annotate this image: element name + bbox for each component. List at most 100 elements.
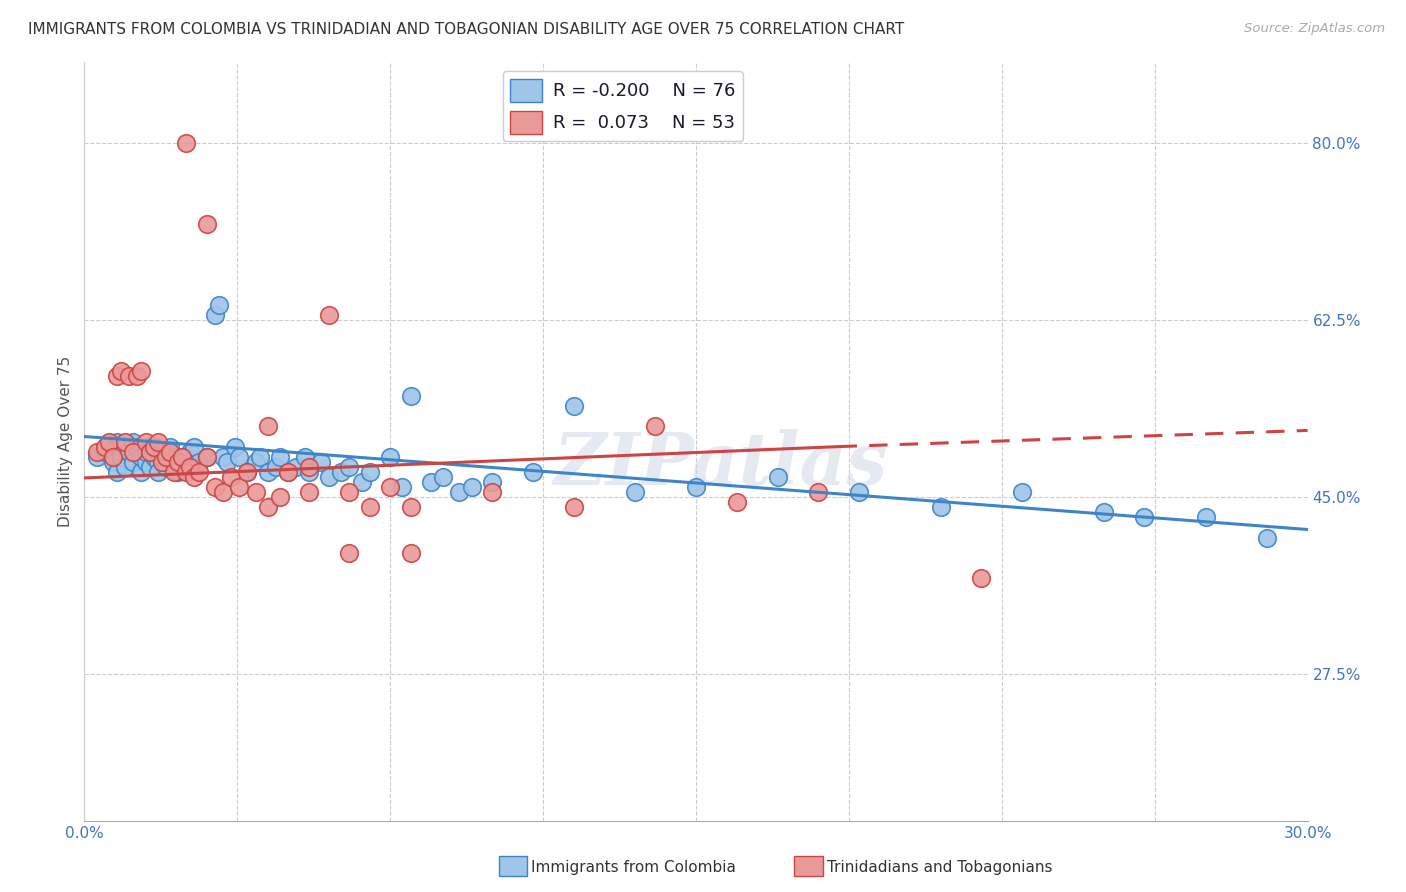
Point — [929, 500, 952, 515]
Point — [228, 480, 250, 494]
Point — [245, 485, 267, 500]
Text: Source: ZipAtlas.com: Source: ZipAtlas.com — [1244, 22, 1385, 36]
Point — [122, 434, 145, 449]
Point — [195, 450, 218, 464]
Point — [298, 459, 321, 474]
Point — [522, 465, 544, 479]
Point — [391, 480, 413, 494]
Point — [101, 455, 124, 469]
Point — [624, 485, 647, 500]
Point — [167, 455, 190, 469]
Point — [432, 470, 454, 484]
Point — [183, 470, 205, 484]
Point — [131, 465, 153, 479]
Point — [1011, 485, 1033, 500]
Point — [150, 455, 173, 469]
Point — [298, 465, 321, 479]
Point — [135, 444, 157, 458]
Point — [228, 450, 250, 464]
Point — [110, 450, 132, 464]
Point — [118, 368, 141, 383]
Point — [179, 444, 201, 458]
Point — [146, 465, 169, 479]
Point — [138, 459, 160, 474]
Point — [174, 459, 197, 474]
Point — [249, 450, 271, 464]
Point — [359, 465, 381, 479]
Point — [380, 480, 402, 494]
Point — [179, 459, 201, 474]
Point — [114, 434, 136, 449]
Point — [330, 465, 353, 479]
Point — [172, 450, 194, 464]
Point — [339, 485, 361, 500]
Point — [848, 485, 870, 500]
Point — [481, 485, 503, 500]
Point — [174, 465, 197, 479]
Point — [224, 440, 246, 454]
Point — [339, 459, 361, 474]
Point — [155, 459, 177, 474]
Point — [142, 450, 165, 464]
Point — [245, 455, 267, 469]
Point — [135, 455, 157, 469]
Point — [142, 440, 165, 454]
Point — [339, 546, 361, 560]
Point — [1195, 510, 1218, 524]
Text: IMMIGRANTS FROM COLOMBIA VS TRINIDADIAN AND TOBAGONIAN DISABILITY AGE OVER 75 CO: IMMIGRANTS FROM COLOMBIA VS TRINIDADIAN … — [28, 22, 904, 37]
Point — [93, 444, 115, 458]
Point — [150, 444, 173, 458]
Point — [174, 136, 197, 151]
Point — [183, 440, 205, 454]
Point — [187, 455, 209, 469]
Text: Immigrants from Colombia: Immigrants from Colombia — [531, 861, 737, 875]
Point — [208, 298, 231, 312]
Point — [127, 440, 149, 454]
Point — [264, 459, 287, 474]
Point — [105, 368, 128, 383]
Legend: R = -0.200    N = 76, R =  0.073    N = 53: R = -0.200 N = 76, R = 0.073 N = 53 — [502, 71, 742, 141]
Point — [110, 364, 132, 378]
Y-axis label: Disability Age Over 75: Disability Age Over 75 — [58, 356, 73, 527]
Point — [122, 444, 145, 458]
Point — [269, 450, 291, 464]
Point — [114, 459, 136, 474]
Point — [257, 419, 280, 434]
Point — [562, 500, 585, 515]
Point — [86, 444, 108, 458]
Point — [155, 444, 177, 458]
Point — [309, 455, 332, 469]
Point — [970, 571, 993, 585]
Point — [131, 364, 153, 378]
Point — [269, 490, 291, 504]
Point — [212, 485, 235, 500]
Point — [1133, 510, 1156, 524]
Point — [461, 480, 484, 494]
Point — [155, 450, 177, 464]
Point — [318, 470, 340, 484]
Point — [236, 465, 259, 479]
Point — [219, 470, 242, 484]
Point — [114, 440, 136, 454]
Point — [138, 440, 160, 454]
Point — [212, 450, 235, 464]
Point — [159, 440, 181, 454]
Point — [97, 434, 120, 449]
Point — [294, 450, 316, 464]
Point — [1256, 531, 1278, 545]
Point — [420, 475, 443, 489]
Point — [725, 495, 748, 509]
Point — [105, 434, 128, 449]
Point — [350, 475, 373, 489]
Point — [135, 434, 157, 449]
Point — [138, 444, 160, 458]
Point — [163, 455, 186, 469]
Point — [101, 450, 124, 464]
Point — [118, 444, 141, 458]
Point — [146, 434, 169, 449]
Point — [298, 485, 321, 500]
Point — [359, 500, 381, 515]
Point — [131, 450, 153, 464]
Point — [159, 444, 181, 458]
Point — [195, 450, 218, 464]
